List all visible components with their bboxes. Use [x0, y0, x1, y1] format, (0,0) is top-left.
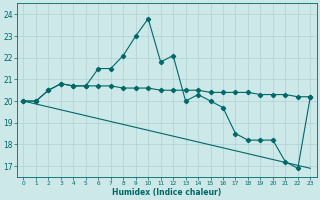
- X-axis label: Humidex (Indice chaleur): Humidex (Indice chaleur): [112, 188, 221, 197]
